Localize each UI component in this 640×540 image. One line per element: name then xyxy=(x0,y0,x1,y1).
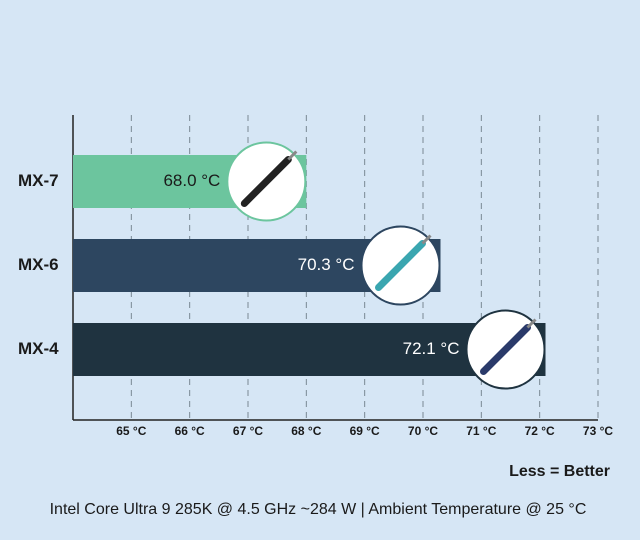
product-icon xyxy=(465,309,546,390)
annotation: Less = Better xyxy=(509,463,610,480)
value-label: 68.0 °C xyxy=(163,171,220,190)
category-label: MX-6 xyxy=(18,255,59,274)
category-label: MX-4 xyxy=(18,339,59,358)
x-tick-label: 66 °C xyxy=(175,424,205,438)
syringe xyxy=(375,240,426,291)
x-tick-label: 70 °C xyxy=(408,424,438,438)
category-label: MX-7 xyxy=(18,171,59,190)
syringe xyxy=(480,324,531,375)
product-icon xyxy=(226,141,307,222)
x-tick-label: 72 °C xyxy=(525,424,555,438)
x-tick-label: 73 °C xyxy=(583,424,613,438)
x-tick-label: 69 °C xyxy=(350,424,380,438)
syringe xyxy=(240,156,292,207)
x-tick-label: 68 °C xyxy=(291,424,321,438)
product-icon xyxy=(360,225,441,306)
value-label: 72.1 °C xyxy=(403,339,460,358)
syringe-tip xyxy=(421,234,432,245)
x-tick-label: 67 °C xyxy=(233,424,263,438)
syringe-tip xyxy=(287,150,298,161)
footnote: Intel Core Ultra 9 285K @ 4.5 GHz ~284 W… xyxy=(50,501,587,518)
value-label: 70.3 °C xyxy=(298,255,355,274)
x-tick-label: 65 °C xyxy=(116,424,146,438)
syringe-tip xyxy=(526,318,537,329)
x-tick-label: 71 °C xyxy=(466,424,496,438)
